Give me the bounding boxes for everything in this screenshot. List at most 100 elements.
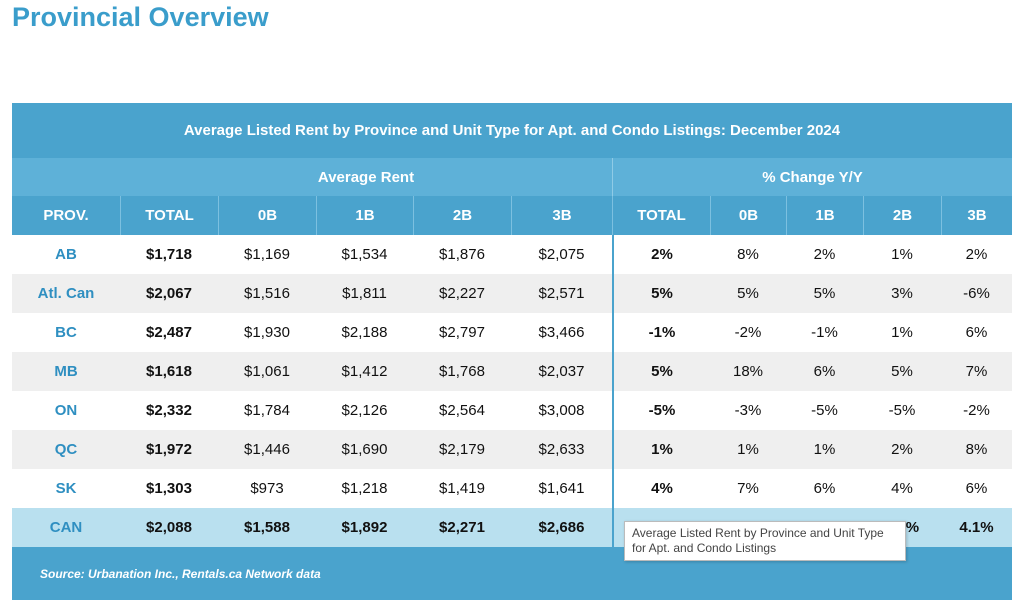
table-cell: 4.1% bbox=[959, 519, 994, 536]
table-cell: 2% bbox=[612, 235, 710, 274]
table-cell: 1% bbox=[737, 441, 759, 458]
table-cell: AB bbox=[55, 246, 77, 263]
table-cell: 5% bbox=[891, 363, 913, 380]
table-cell: -5% bbox=[612, 391, 710, 430]
column-header: 1B bbox=[786, 196, 863, 235]
table-cell: 2% bbox=[965, 246, 988, 263]
table-cell: -1% bbox=[811, 324, 838, 341]
table-cell: 6% bbox=[813, 363, 836, 380]
table-cell: $1,930 bbox=[244, 324, 290, 341]
table-cell: 4% bbox=[612, 469, 710, 508]
column-header: 2B bbox=[413, 196, 511, 235]
table-cell: $1,876 bbox=[439, 246, 485, 263]
table-cell: 7% bbox=[965, 363, 988, 380]
column-header: 0B bbox=[218, 196, 316, 235]
table-cell: $2,797 bbox=[439, 324, 485, 341]
table-cell: $1,784 bbox=[244, 402, 290, 419]
table-row bbox=[12, 469, 1012, 508]
table-cell: Atl. Can bbox=[37, 285, 95, 302]
column-header-row bbox=[12, 196, 1012, 235]
table-cell: $2,332 bbox=[146, 402, 192, 419]
table-cell: $1,690 bbox=[341, 441, 388, 458]
table-cell: 3% bbox=[891, 285, 913, 302]
table-cell: 2% bbox=[813, 246, 836, 263]
table-cell: $1,641 bbox=[538, 480, 585, 497]
table-row bbox=[12, 313, 1012, 352]
table-cell: -3% bbox=[734, 402, 762, 419]
table-row bbox=[12, 274, 1012, 313]
tooltip-line: for Apt. and Condo Listings bbox=[632, 541, 777, 555]
table-cell: ON bbox=[54, 402, 78, 419]
table-cell: 5% bbox=[612, 352, 710, 391]
group-row bbox=[12, 158, 1012, 196]
table-cell: $2,088 bbox=[146, 519, 192, 536]
table-cell: 8% bbox=[965, 441, 988, 458]
table-cell: 8% bbox=[737, 246, 759, 263]
table-cell: $1,412 bbox=[341, 363, 388, 380]
table-cell: $2,571 bbox=[538, 285, 585, 302]
table-cell: 18% bbox=[732, 363, 764, 380]
table-cell: $1,516 bbox=[244, 285, 290, 302]
table-cell: 5% bbox=[737, 285, 759, 302]
table-cell bbox=[612, 508, 710, 547]
column-header: TOTAL bbox=[120, 196, 218, 235]
table-cell: 2% bbox=[891, 441, 913, 458]
table-cell: $1,811 bbox=[342, 285, 387, 302]
tooltip-line: Average Listed Rent by Province and Unit… bbox=[632, 526, 884, 540]
column-header: TOTAL bbox=[612, 196, 710, 235]
table-cell: $1,618 bbox=[146, 363, 192, 380]
table-cell: $1,061 bbox=[244, 363, 290, 380]
table-cell: $2,271 bbox=[439, 519, 485, 536]
table-cell: -2% bbox=[734, 324, 762, 341]
column-header: PROV. bbox=[43, 207, 89, 224]
table-cell: -2% bbox=[963, 402, 990, 419]
table-cell: $1,588 bbox=[244, 519, 290, 536]
table-cell: 1% bbox=[813, 441, 836, 458]
table-cell: $1,892 bbox=[341, 519, 388, 536]
table-cell: -5% bbox=[811, 402, 838, 419]
table-cell: $2,075 bbox=[538, 246, 585, 263]
table-cell: CAN bbox=[49, 519, 83, 536]
table-cell: 4% bbox=[891, 480, 913, 497]
table-cell: 6% bbox=[813, 480, 836, 497]
caption-row: Average Listed Rent by Province and Unit… bbox=[12, 103, 1012, 158]
table-cell: $2,126 bbox=[341, 402, 388, 419]
table-cell: -5% bbox=[888, 402, 916, 419]
table-cell: $2,188 bbox=[341, 324, 388, 341]
table-cell: $2,487 bbox=[146, 324, 192, 341]
column-header: 3B bbox=[511, 196, 612, 235]
page-title: Provincial Overview bbox=[12, 2, 269, 32]
table-cell: 1% bbox=[891, 324, 913, 341]
table-cell: 5% bbox=[813, 285, 836, 302]
column-header: 3B bbox=[941, 196, 1012, 235]
table-row bbox=[12, 352, 1012, 391]
table-cell: -6% bbox=[963, 285, 990, 302]
table-cell: $1,768 bbox=[439, 363, 485, 380]
table-cell: $1,218 bbox=[341, 480, 388, 497]
table-cell: 6% bbox=[965, 480, 988, 497]
table-cell: BC bbox=[55, 324, 77, 341]
column-header: 1B bbox=[316, 196, 413, 235]
table-cell: $3,008 bbox=[538, 402, 585, 419]
table-row bbox=[12, 391, 1012, 430]
tooltip: Average Listed Rent by Province and Unit… bbox=[624, 521, 906, 561]
group-header: Average Rent bbox=[317, 168, 415, 186]
table-cell: $1,534 bbox=[341, 246, 388, 263]
table-cell: QC bbox=[54, 441, 78, 458]
table-cell: 7% bbox=[737, 480, 759, 497]
column-header: 2B bbox=[863, 196, 941, 235]
table-cell: $2,067 bbox=[146, 285, 192, 302]
table-cell: 6% bbox=[965, 324, 988, 341]
table-row bbox=[12, 235, 1012, 274]
table-cell: $2,037 bbox=[538, 363, 585, 380]
table-cell: $1,419 bbox=[439, 480, 485, 497]
table-cell: $1,972 bbox=[146, 441, 192, 458]
table-cell: $3,466 bbox=[538, 324, 585, 341]
table-cell: $2,179 bbox=[439, 441, 485, 458]
table-cell: -1% bbox=[612, 313, 710, 352]
table-cell: MB bbox=[54, 363, 78, 380]
group-header: % Change Y/Y bbox=[612, 158, 1012, 196]
table-cell: $2,227 bbox=[439, 285, 485, 302]
table-cell: SK bbox=[55, 480, 77, 497]
